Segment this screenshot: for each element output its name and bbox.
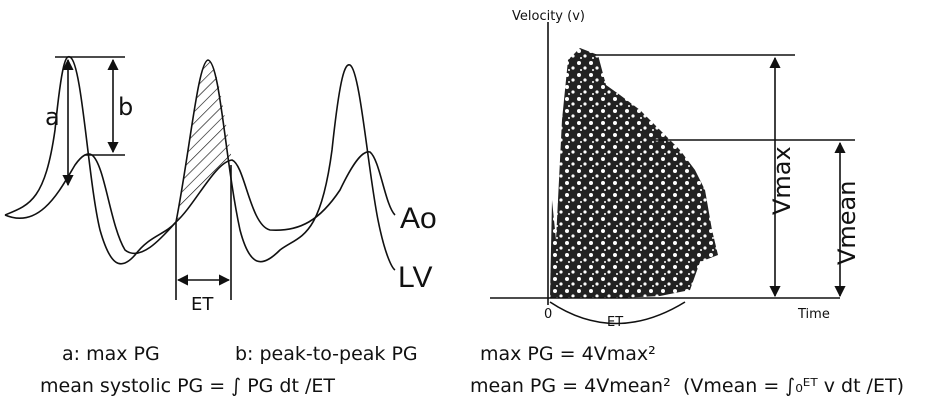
caption-vmean-def: (Vmean = ∫₀ᴱᵀ v dt /ET) [683,375,904,397]
hatched-area [176,60,232,222]
caption-mean-systolic: mean systolic PG = ∫ PG dt /ET [40,375,335,397]
label-et-right: ET [607,315,623,330]
right-panel: Velocity (v) Time 0 ET Vmax Vmean [490,9,861,330]
caption-mean-pg: mean PG = 4Vmean² [470,375,671,397]
caption-a: a: max PG [62,343,160,365]
label-b: b [118,93,133,121]
label-et: ET [191,294,214,315]
label-lv: LV [398,261,432,294]
caption-b: b: peak-to-peak PG [235,343,418,365]
origin-label: 0 [544,307,552,322]
figure: a b Ao LV ET Velocity (v) Time 0 ET Vmax… [0,0,926,404]
label-vmean: Vmean [833,181,861,265]
label-ao: Ao [400,202,437,235]
doppler-spectrum [550,48,718,298]
captions: a: max PG b: peak-to-peak PG mean systol… [40,343,904,397]
y-axis-label: Velocity (v) [512,9,585,24]
x-axis-label: Time [797,307,830,322]
label-vmax: Vmax [768,146,796,215]
left-panel: a b Ao LV ET [5,57,437,315]
caption-max-pg: max PG = 4Vmax² [480,343,656,365]
label-a: a [45,103,60,131]
